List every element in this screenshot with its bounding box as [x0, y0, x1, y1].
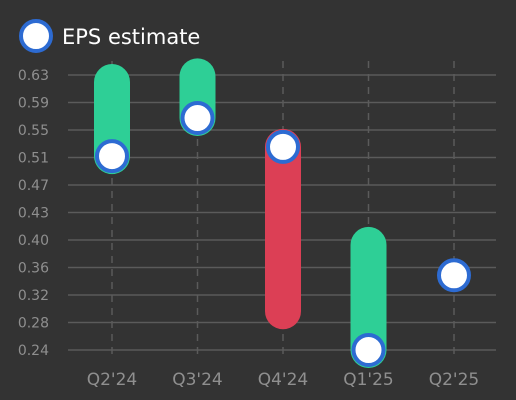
y-tick-label: 0.32	[18, 288, 49, 304]
eps-estimate-markers	[95, 101, 471, 367]
x-tick-label: Q1'25	[343, 370, 394, 390]
eps-estimate-marker	[180, 101, 215, 136]
y-tick-label: 0.43	[18, 206, 49, 222]
legend-estimate-marker	[19, 19, 53, 53]
y-tick-label: 0.51	[18, 151, 49, 167]
eps-estimate-marker	[437, 258, 471, 293]
x-tick-label: Q2'24	[87, 370, 138, 390]
legend-label: EPS estimate	[62, 25, 200, 49]
eps-estimate-marker	[351, 333, 386, 367]
y-axis-ticks: 0.24 0.28 0.32 0.36 0.40 0.43 0.47 0.51 0.55 0.59…	[18, 68, 49, 359]
y-tick-label: 0.47	[18, 178, 49, 194]
y-tick-label: 0.40	[18, 233, 49, 249]
x-axis-ticks: Q2'24 Q3'24 Q4'24 Q1'25 Q2'25	[87, 370, 480, 390]
x-tick-label: Q3'24	[172, 370, 223, 390]
x-tick-label: Q4'24	[258, 370, 309, 390]
y-tick-label: 0.59	[18, 96, 49, 112]
y-tick-label: 0.28	[18, 316, 49, 332]
eps-estimate-marker	[95, 139, 129, 174]
eps-estimate-marker	[266, 129, 300, 164]
legend: EPS estimate	[19, 19, 200, 53]
y-tick-label: 0.63	[18, 68, 49, 84]
eps-bar	[350, 226, 387, 368]
x-tick-label: Q2'25	[429, 370, 480, 390]
y-tick-label: 0.36	[18, 261, 49, 277]
y-tick-label: 0.24	[18, 343, 49, 359]
y-tick-label: 0.55	[18, 123, 49, 139]
eps-bar	[265, 128, 301, 330]
